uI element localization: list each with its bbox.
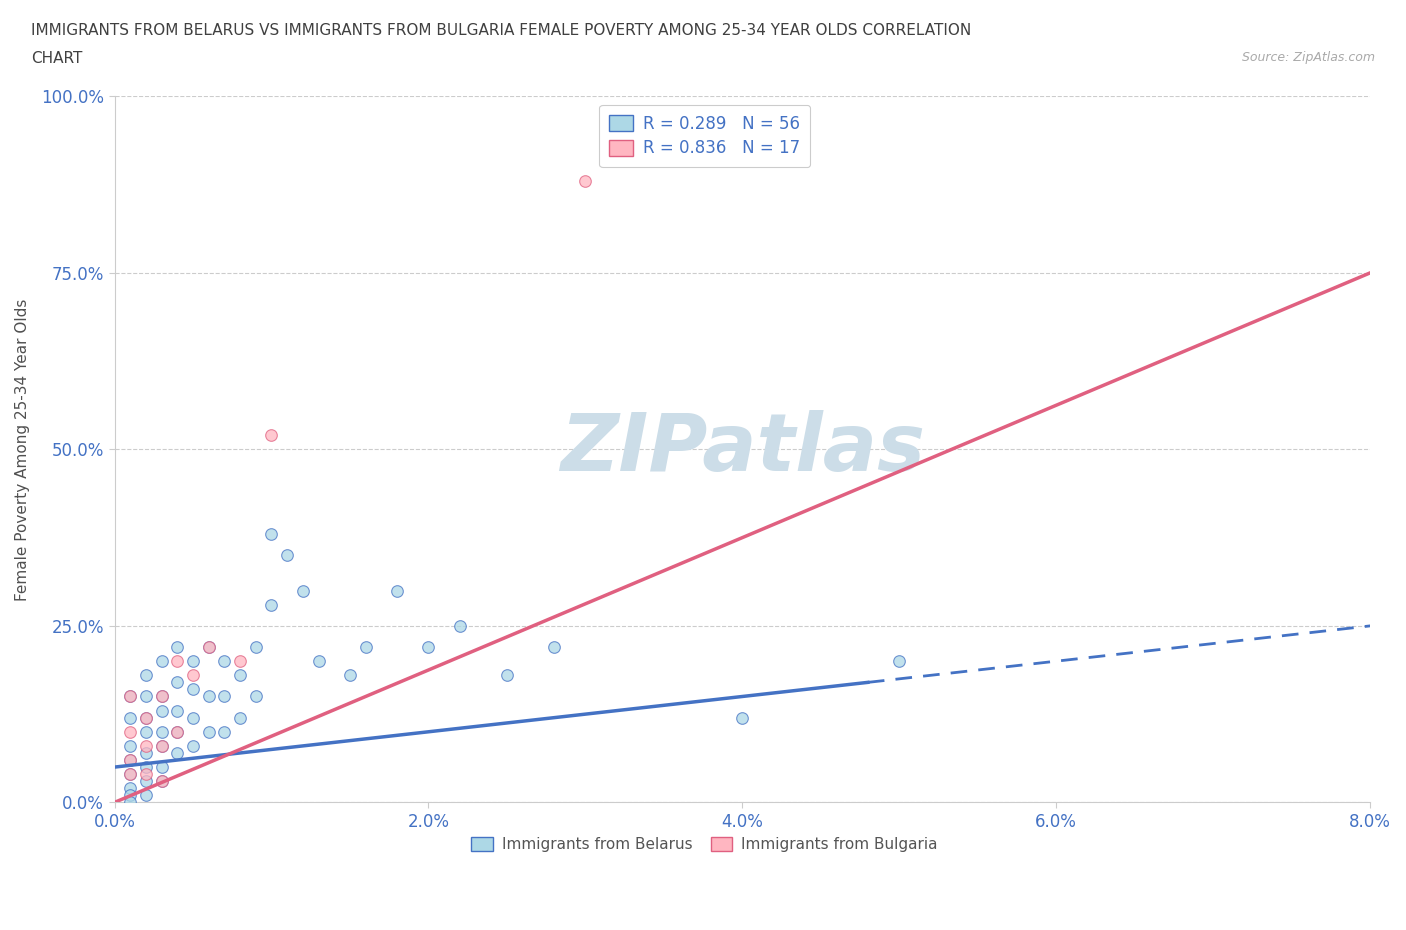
Point <box>166 675 188 690</box>
Point <box>260 526 283 541</box>
Point <box>120 788 142 803</box>
Point <box>229 654 252 669</box>
Point <box>120 738 142 753</box>
Point <box>214 654 236 669</box>
Point <box>889 654 911 669</box>
Point <box>135 668 157 683</box>
Point <box>135 711 157 725</box>
Text: IMMIGRANTS FROM BELARUS VS IMMIGRANTS FROM BULGARIA FEMALE POVERTY AMONG 25-34 Y: IMMIGRANTS FROM BELARUS VS IMMIGRANTS FR… <box>31 23 972 38</box>
Point <box>150 689 173 704</box>
Point <box>260 428 283 443</box>
Point <box>731 711 754 725</box>
Point <box>166 654 188 669</box>
Point <box>166 724 188 739</box>
Point <box>260 597 283 612</box>
Point <box>135 711 157 725</box>
Point <box>197 640 219 655</box>
Point <box>229 711 252 725</box>
Point <box>120 781 142 796</box>
Point <box>181 668 204 683</box>
Point <box>120 724 142 739</box>
Point <box>385 583 408 598</box>
Point <box>339 668 361 683</box>
Point <box>166 746 188 761</box>
Point <box>135 746 157 761</box>
Text: CHART: CHART <box>31 51 83 66</box>
Point <box>120 795 142 810</box>
Point <box>418 640 440 655</box>
Point <box>166 724 188 739</box>
Point <box>150 703 173 718</box>
Point <box>214 724 236 739</box>
Text: ZIPatlas: ZIPatlas <box>560 410 925 488</box>
Point <box>150 774 173 789</box>
Point <box>120 766 142 781</box>
Point <box>150 724 173 739</box>
Point <box>308 654 330 669</box>
Point <box>150 738 173 753</box>
Point <box>150 760 173 775</box>
Point <box>135 689 157 704</box>
Point <box>150 738 173 753</box>
Point <box>120 689 142 704</box>
Point <box>135 724 157 739</box>
Point <box>496 668 519 683</box>
Point <box>245 640 267 655</box>
Point <box>449 618 471 633</box>
Point <box>197 724 219 739</box>
Point <box>197 640 219 655</box>
Point <box>135 766 157 781</box>
Point <box>197 689 219 704</box>
Point <box>120 752 142 767</box>
Point <box>181 711 204 725</box>
Text: Source: ZipAtlas.com: Source: ZipAtlas.com <box>1241 51 1375 64</box>
Point <box>135 774 157 789</box>
Point <box>543 640 565 655</box>
Point <box>181 682 204 697</box>
Point <box>150 689 173 704</box>
Point <box>214 689 236 704</box>
Point <box>229 668 252 683</box>
Point <box>120 752 142 767</box>
Point <box>181 654 204 669</box>
Point <box>276 548 298 563</box>
Point <box>135 788 157 803</box>
Y-axis label: Female Poverty Among 25-34 Year Olds: Female Poverty Among 25-34 Year Olds <box>15 299 30 601</box>
Point <box>150 774 173 789</box>
Point <box>120 766 142 781</box>
Point <box>245 689 267 704</box>
Legend: Immigrants from Belarus, Immigrants from Bulgaria: Immigrants from Belarus, Immigrants from… <box>465 830 943 858</box>
Point <box>166 640 188 655</box>
Point <box>166 703 188 718</box>
Point <box>291 583 314 598</box>
Point <box>181 738 204 753</box>
Point <box>354 640 377 655</box>
Point <box>135 738 157 753</box>
Point <box>120 711 142 725</box>
Point <box>135 760 157 775</box>
Point <box>120 689 142 704</box>
Point <box>150 654 173 669</box>
Point <box>574 174 596 189</box>
